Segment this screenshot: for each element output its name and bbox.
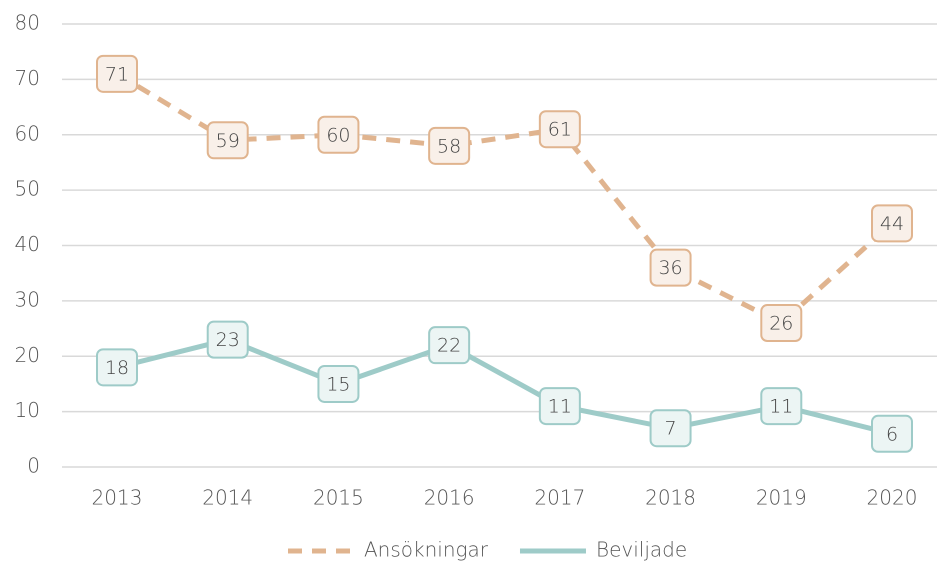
label-box-tint [872,205,912,242]
label-box-tint [429,327,470,364]
label-box [96,348,138,387]
data-label: 44 [880,213,904,235]
label-box [649,409,692,448]
data-label: 36 [658,257,682,279]
data-label: 59 [216,130,240,152]
y-tick-label: 30 [15,287,40,311]
data-label: 11 [548,396,572,418]
data-label: 23 [216,329,240,351]
legend-label: Ansökningar [364,538,489,562]
label-box-tint [97,55,137,92]
label-box-tint [650,410,691,447]
data-label: 11 [769,396,793,418]
y-tick-label: 50 [15,177,40,201]
data-label: 58 [437,135,461,157]
label-box [96,54,138,93]
label-box [760,387,803,426]
label-box-tint [539,111,580,148]
data-label: 60 [326,124,350,146]
label-box-tint [97,349,137,386]
label-box [428,326,471,365]
label-box [760,304,803,343]
label-box-tint [872,415,912,452]
data-label: 18 [105,357,129,379]
label-box-tint [761,305,802,342]
y-tick-label: 60 [15,121,40,145]
data-label: 6 [886,423,898,445]
y-tick-label: 80 [15,11,40,35]
data-label: 71 [105,63,129,85]
x-tick-label: 2017 [534,486,585,510]
series-line [115,71,894,327]
data-label: 26 [769,313,793,335]
data-label: 7 [665,418,677,440]
label-box-tint [318,116,359,153]
x-tick-label: 2014 [202,486,253,510]
label-box [538,387,581,426]
y-tick-label: 0 [27,454,40,478]
label-box-tint [429,127,470,164]
label-box [871,204,913,243]
data-label: 22 [437,335,461,357]
data-label: 61 [548,119,572,141]
x-tick-label: 2015 [313,486,364,510]
label-box [206,320,249,359]
label-box [317,115,360,154]
label-box [428,126,471,165]
x-tick-label: 2013 [92,486,143,510]
label-box-tint [207,321,248,358]
legend-label: Beviljade [596,538,687,562]
label-box-tint [539,388,580,425]
label-box-tint [207,122,248,159]
y-tick-label: 40 [15,232,40,256]
label-box-tint [650,249,691,286]
data-label: 15 [326,373,350,395]
x-tick-label: 2020 [867,486,918,510]
label-box-tint [761,388,802,425]
x-tick-label: 2019 [756,486,807,510]
label-box [649,248,692,287]
label-box [538,110,581,149]
label-box-tint [318,365,359,402]
y-tick-label: 20 [15,343,40,367]
label-box [871,414,913,453]
y-tick-label: 10 [15,398,40,422]
label-box [317,364,360,403]
x-tick-label: 2018 [645,486,696,510]
label-box [206,121,249,160]
y-tick-label: 70 [15,66,40,90]
x-tick-label: 2016 [424,486,475,510]
